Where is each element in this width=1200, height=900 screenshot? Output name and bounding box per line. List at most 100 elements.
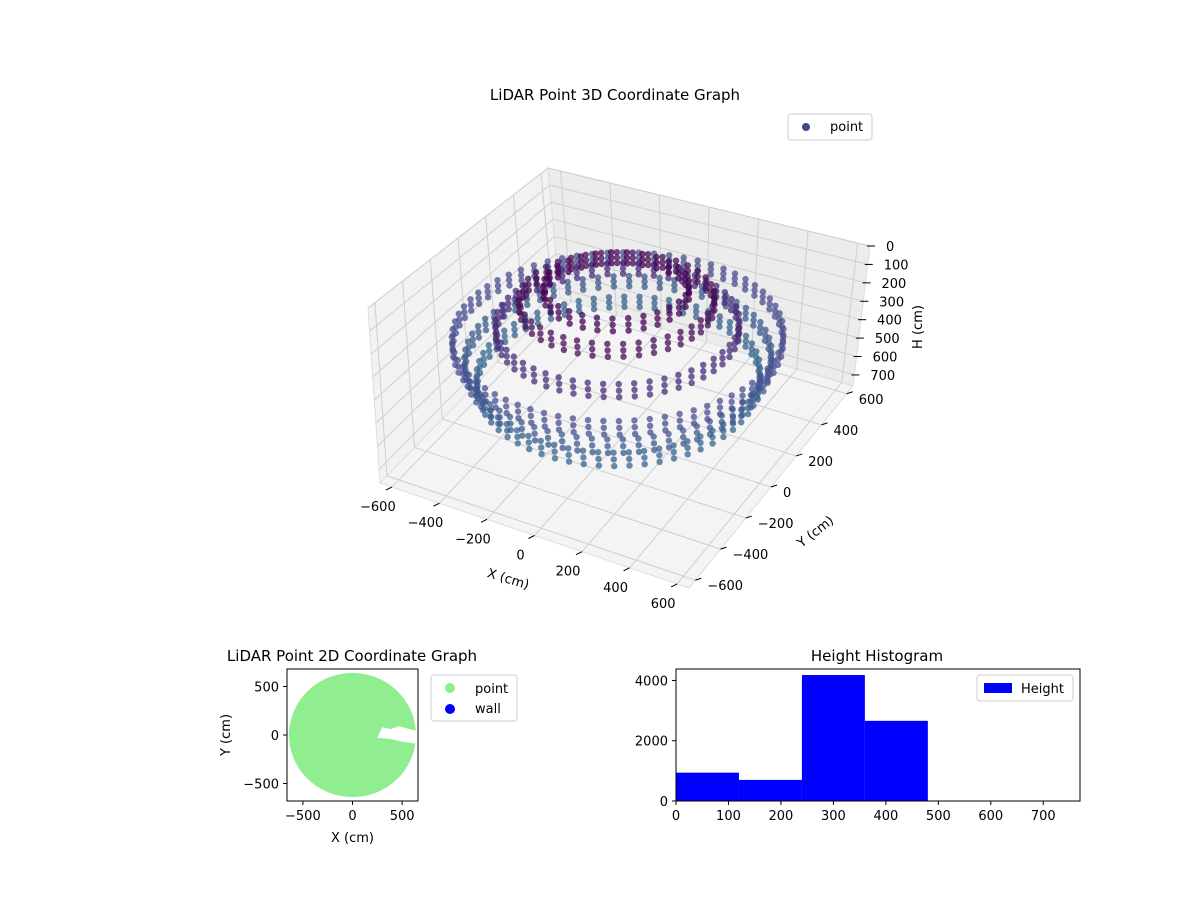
chart3d-point [631,417,638,424]
chart3d-point [507,420,514,427]
chart3d-point [534,309,541,316]
chart3d-point [486,347,493,355]
chart3d-gridline-x [629,368,798,569]
chart3d-point [545,441,552,448]
chart3d-point [544,427,551,435]
chart3d-point [527,412,535,420]
chart3d-point [590,305,598,313]
chart3d-point [731,340,738,347]
chart3d-point [547,329,554,336]
chart3d-point [650,349,658,356]
chart3d-point [511,326,518,333]
chart3d-point [666,252,673,259]
chart3d-point [498,351,505,359]
chart3d-point [565,458,573,465]
chart3d-point [625,327,632,334]
chart3d-point [757,384,764,392]
chart3d-point [482,398,489,405]
chart3d-point [726,324,733,331]
chart3d-xlabel: X (cm) [485,566,531,593]
chart3d-point [675,298,683,305]
chart3d-point [573,337,581,344]
chart3d-point [605,299,613,306]
chart3d-point [694,257,701,264]
chart3d-point [579,276,586,283]
chart3d-point [530,371,538,378]
chart3d-point [493,332,501,339]
chart3d-point [597,249,605,257]
chart2d-point-cloud [288,672,417,798]
chart3d-ytick-label: −200 [758,517,794,532]
chart3d-point [776,310,783,317]
chart3d-point [641,273,648,280]
chart3d-point [707,271,714,278]
chart3d-point [498,301,506,308]
chart3d-point [559,278,566,285]
chart3d-point [536,324,544,331]
chart3d-point [496,414,503,421]
chart3d-point [635,442,642,449]
chart3d-point [494,282,502,289]
chart3d-point [475,334,483,341]
chart3d-point [610,449,617,456]
chart3d-point [502,396,509,403]
chart3d-point [505,300,512,307]
chart3d-point [589,442,596,449]
chart3d-point [592,261,600,268]
chart3d-ytick-mark [821,422,828,426]
chart3d-point [646,391,654,398]
chart3d-point [768,351,775,358]
chart3d-point [688,329,695,336]
chart3d-point [675,310,683,317]
chart3d-point [685,277,692,284]
chart3d-point [501,327,508,334]
chart3d-point [631,386,638,393]
chart3d-point [473,384,480,392]
chart3d-point [764,365,772,372]
chart3d-point [589,352,596,359]
hist-ytick-label: 0 [660,795,668,810]
chart3d-point [707,280,715,288]
chart3d-point [566,314,573,321]
chart3d-point [764,371,771,378]
chart3d-point [704,316,711,323]
chart3d-point [473,366,481,373]
chart3d-point [726,329,733,336]
chart3d-point [588,339,596,346]
chart3d-point [653,259,660,266]
chart2d-xtick-label: 0 [348,809,356,824]
chart3d-point [485,342,492,349]
chart3d-point [748,392,756,399]
chart3d-point [665,258,672,265]
chart3d-ytick-label: −600 [707,579,743,594]
chart3d-point [461,354,468,361]
chart3d-point [694,262,701,269]
chart3d-point [610,273,617,280]
chart3d-point [482,326,490,334]
chart3d-point [623,254,631,261]
chart3d-point [595,462,603,469]
chart3d-point [639,261,646,269]
chart3d-point [527,406,534,413]
chart3d-point [539,282,547,290]
chart2d-gap [377,726,418,744]
chart3d-point [560,346,568,354]
chart3d-point [475,300,483,307]
chart3d-point [706,424,714,431]
chart3d-point [742,304,750,312]
chart3d-point [589,346,596,353]
chart3d-ytick-label: 200 [808,455,833,470]
chart3d-point [611,462,618,470]
chart3d-point [719,361,726,368]
chart3d-point [697,317,704,324]
chart3d-point [554,262,561,270]
hist-xtick-label: 400 [873,809,898,824]
chart3d-point [467,296,474,303]
chart3d-point [615,380,622,388]
chart3d-point [585,423,592,431]
chart3d-point [588,267,596,274]
chart3d-xtick-label: −400 [408,516,444,531]
chart3d-point [625,314,632,322]
chart3d-point [688,373,695,380]
chart3d-point [475,289,482,296]
